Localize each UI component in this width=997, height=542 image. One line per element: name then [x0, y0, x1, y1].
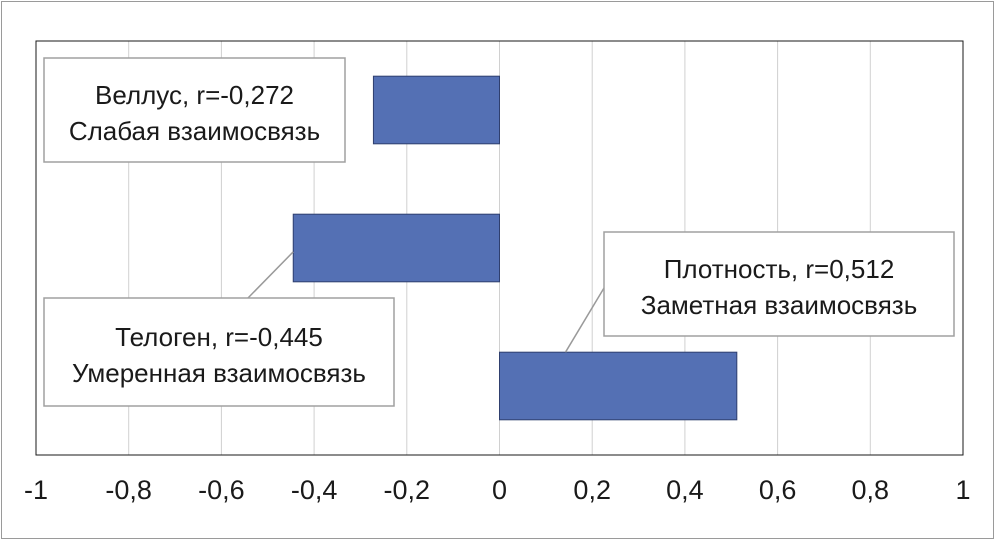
x-tick-label: -1	[24, 475, 48, 505]
callout-subtitle: Заметная взаимосвязь	[641, 290, 918, 320]
x-tick-label: 0,2	[573, 475, 611, 505]
callout-leader-line	[564, 287, 605, 353]
x-tick-label: 1	[955, 475, 970, 505]
x-tick-label: 0,4	[666, 475, 704, 505]
x-tick-label: 0	[492, 475, 507, 505]
callout-box	[43, 57, 346, 163]
callout-title: Телоген, r=-0,445	[115, 322, 323, 352]
plot-area	[35, 40, 964, 456]
x-tick-label: -0,6	[198, 475, 245, 505]
callout-subtitle: Умеренная взаимосвязь	[72, 358, 366, 388]
callout-title: Веллус, r=-0,272	[95, 80, 294, 110]
callout-box	[603, 231, 955, 337]
bar-1	[372, 75, 501, 145]
bar-3	[499, 351, 738, 421]
x-tick-label: 0,8	[852, 475, 890, 505]
x-tick-label: -0,2	[384, 475, 431, 505]
callout-subtitle: Слабая взаимосвязь	[69, 116, 320, 146]
x-tick-label: 0,6	[759, 475, 797, 505]
callout-title: Плотность, r=0,512	[664, 254, 895, 284]
x-tick-label: -0,4	[291, 475, 338, 505]
callout-leader-line	[247, 251, 294, 299]
bar-2	[292, 213, 500, 283]
callout-box	[43, 297, 395, 407]
x-tick-label: -0,8	[105, 475, 152, 505]
